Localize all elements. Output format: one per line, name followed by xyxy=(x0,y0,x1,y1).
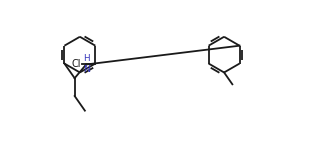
Text: Cl: Cl xyxy=(72,59,81,69)
Text: H: H xyxy=(83,54,90,63)
Text: N: N xyxy=(83,65,90,74)
